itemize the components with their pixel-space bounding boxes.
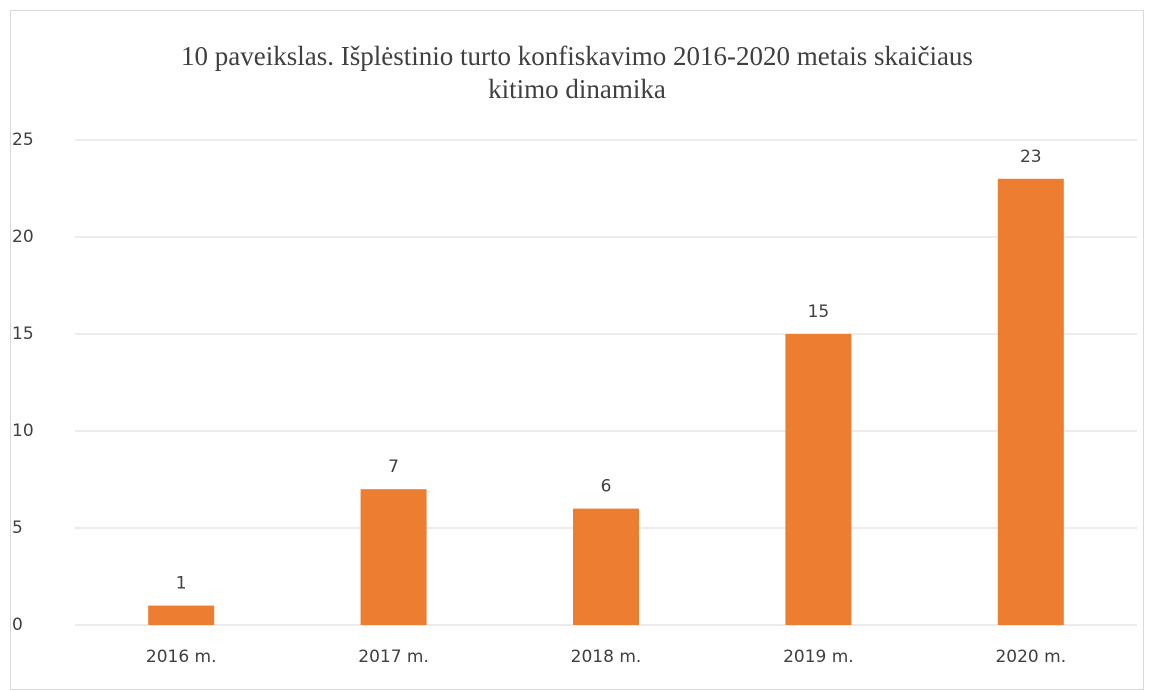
x-tick-label: 2019 m. (783, 647, 854, 667)
x-tick-label: 2018 m. (571, 647, 642, 667)
value-label: 23 (1020, 147, 1042, 167)
y-tick-label: 10 (12, 421, 34, 441)
bar (997, 178, 1064, 626)
value-label: 1 (176, 574, 187, 594)
value-label: 15 (808, 302, 830, 322)
bar (785, 334, 852, 625)
y-tick-label: 20 (12, 227, 34, 247)
y-tick-label: 0 (12, 615, 23, 635)
chart-title: 10 paveikslas. Išplėstinio turto konfisk… (181, 41, 973, 104)
value-label: 7 (388, 457, 399, 477)
x-tick-label: 2017 m. (358, 647, 429, 667)
value-label: 6 (601, 477, 612, 497)
x-tick-label: 2016 m. (146, 647, 217, 667)
y-tick-label: 25 (12, 130, 34, 150)
x-tick-label: 2020 m. (995, 647, 1066, 667)
bar (148, 605, 215, 625)
y-tick-label: 5 (12, 518, 23, 538)
bar (360, 489, 427, 625)
bar (573, 508, 639, 625)
y-tick-label: 15 (12, 324, 34, 344)
